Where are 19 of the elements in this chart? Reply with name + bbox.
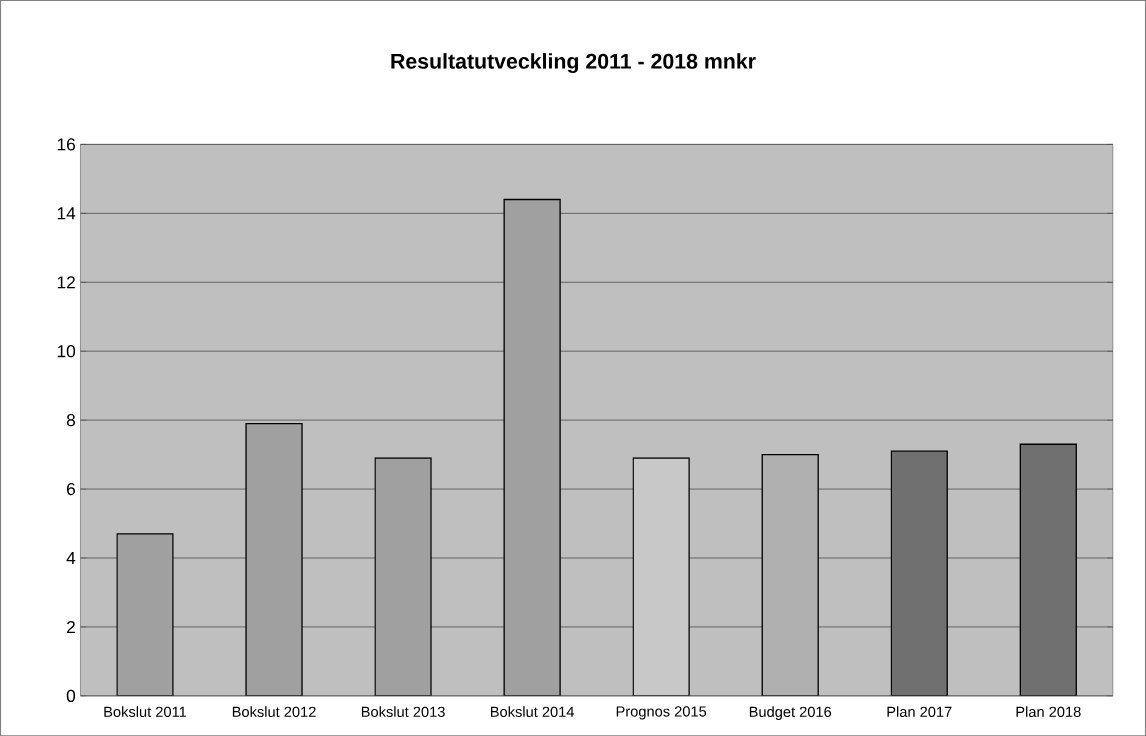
y-tick-label: 0 bbox=[66, 689, 76, 702]
y-tick-label: 2 bbox=[67, 620, 75, 633]
x-tick-label: Bokslut 2013 bbox=[361, 706, 445, 717]
x-tick-label: Plan 2018 bbox=[1016, 706, 1081, 717]
bar bbox=[374, 457, 432, 696]
y-tick-label: 4 bbox=[66, 551, 76, 564]
y-tick-label: 14 bbox=[57, 207, 76, 220]
y-tick-label: 12 bbox=[57, 276, 75, 289]
x-tick-label: Plan 2017 bbox=[887, 706, 952, 717]
y-tick-label: 16 bbox=[57, 138, 76, 151]
y-tick-label: 10 bbox=[57, 344, 76, 358]
chart-title: Resultatutveckling 2011 - 2018 mnkr bbox=[391, 52, 756, 73]
x-tick-label: Bokslut 2011 bbox=[104, 706, 187, 717]
y-tick-label: 8 bbox=[66, 413, 76, 427]
x-tick-label: Prognos 2015 bbox=[616, 706, 707, 720]
x-tick-label: Budget 2016 bbox=[749, 706, 832, 720]
x-tick-label: Bokslut 2012 bbox=[232, 706, 316, 717]
x-tick-label: Bokslut 2014 bbox=[490, 706, 575, 717]
y-tick-label: 6 bbox=[67, 482, 76, 496]
